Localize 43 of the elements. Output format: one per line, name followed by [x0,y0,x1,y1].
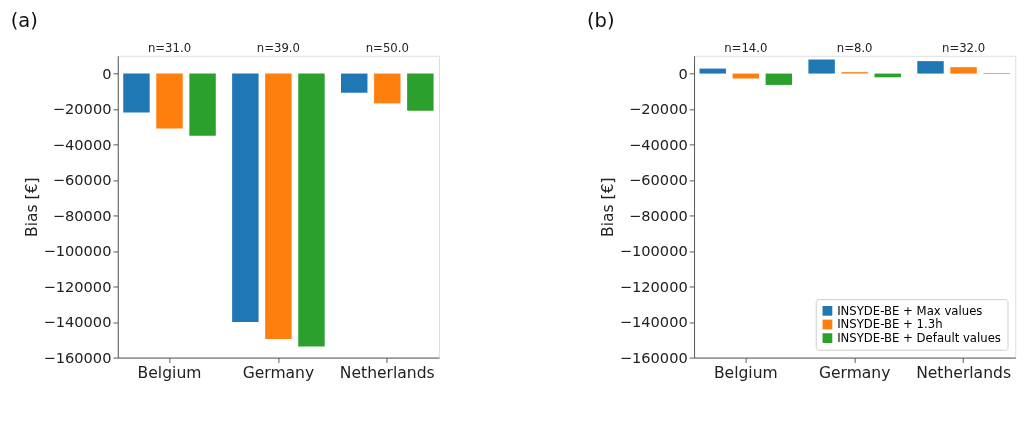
bar [917,61,944,74]
y-tick-label: −120000 [43,277,112,295]
y-tick-label: −80000 [52,206,112,224]
y-tick-label: −80000 [629,206,688,224]
y-tick-label: −160000 [43,348,112,366]
x-tick-label: Germany [818,363,891,382]
bar [732,73,760,79]
y-tick-label: −100000 [619,242,688,260]
legend-label: INSYDE-BE + Default values [837,331,1001,345]
y-tick-label: 0 [102,64,112,82]
y-tick-label: −60000 [629,171,688,189]
y-tick-label: −160000 [619,348,688,366]
bar [950,67,977,74]
text: n=8.0 [836,40,873,55]
text: n=39.0 [256,40,300,55]
chart-title: (b) [586,8,615,32]
text: n=32.0 [941,40,986,55]
x-tick-label: Belgium [137,363,202,382]
y-tick-label: −40000 [629,135,688,153]
bar [699,68,726,74]
y-tick-label: −140000 [43,313,112,331]
y-tick-label: −40000 [52,135,112,153]
y-tick-label: 0 [678,64,688,82]
text: n=50.0 [365,40,409,55]
y-tick-label: −60000 [52,171,112,189]
y-tick-label: −20000 [52,100,112,118]
x-tick-label: Germany [242,363,315,382]
legend-label: INSYDE-BE + Max values [837,303,983,318]
chart-title: (a) [10,8,38,32]
x-tick-label: Netherlands [339,363,435,382]
y-tick-label: −100000 [43,242,112,260]
text: n=31.0 [147,40,192,55]
legend-label: INSYDE-BE + 1.3h [837,317,943,332]
text: n=14.0 [724,40,768,55]
y-axis-title: Bias [€] [22,177,41,237]
y-tick-label: −20000 [629,100,688,118]
bar [765,73,793,85]
bar [808,59,835,74]
y-tick-label: −120000 [619,277,688,295]
x-tick-label: Netherlands [916,363,1012,382]
y-tick-label: −140000 [619,313,688,331]
x-tick-label: Belgium [713,363,778,382]
y-axis-title: Bias [€] [598,177,617,237]
